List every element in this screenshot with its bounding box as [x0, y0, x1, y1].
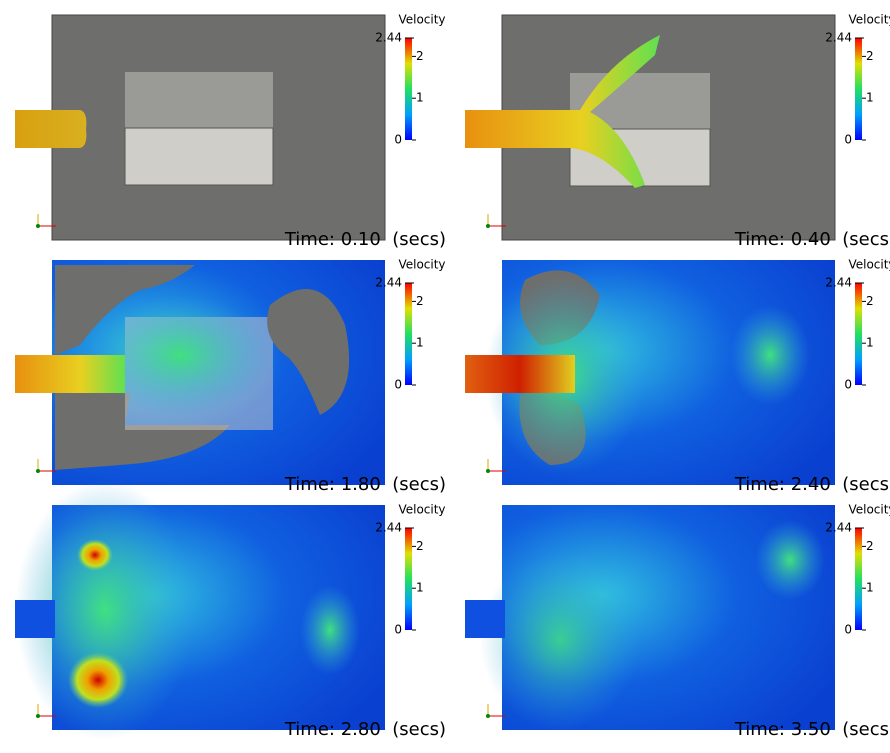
colorbar-tick-label: 0	[394, 133, 402, 147]
inner-box-bottom	[124, 127, 274, 186]
time-label: Time: 2.80 (secs)	[284, 719, 446, 740]
colorbar-title: Velocity	[848, 13, 890, 27]
colorbar-tick-label: 2	[416, 49, 424, 63]
colorbar	[405, 38, 412, 140]
vortex	[68, 652, 128, 708]
axis-triad	[486, 224, 490, 228]
panel: Velocity 2.44 0 1 2 Time: 2.40 (secs)	[465, 258, 890, 495]
colorbar-max-label: 2.44	[825, 276, 852, 290]
colorbar-tick-label: 0	[394, 378, 402, 392]
colorbar-title: Velocity	[398, 13, 445, 27]
colorbar-max-label: 2.44	[375, 31, 402, 45]
colorbar-tick-label: 1	[866, 336, 874, 350]
colorbar-max-label: 2.44	[825, 521, 852, 535]
colorbar-max-label: 2.44	[375, 276, 402, 290]
colorbar-tick-label: 1	[416, 336, 424, 350]
colorbar-tick-label: 2	[866, 294, 874, 308]
panel: Velocity 2.44 0 1 2 Time: 0.10 (secs)	[15, 13, 446, 250]
colorbar-tick-label: 1	[416, 91, 424, 105]
axis-triad	[36, 224, 40, 228]
green-region	[90, 295, 270, 415]
colorbar-tick-label: 2	[866, 539, 874, 553]
panel: Velocity 2.44 0 1 2 Time: 1.80 (secs)	[15, 258, 446, 495]
time-label: Time: 0.40 (secs)	[734, 229, 890, 250]
colorbar-tick-label: 2	[416, 539, 424, 553]
axis-triad	[36, 469, 40, 473]
colorbar	[855, 283, 862, 385]
green-region	[480, 550, 640, 730]
colorbar-tick-label: 2	[416, 294, 424, 308]
green-region	[755, 520, 825, 600]
jet	[465, 35, 660, 188]
air-region	[55, 393, 230, 470]
vortex	[77, 539, 113, 571]
time-label: Time: 1.80 (secs)	[284, 474, 446, 495]
inlet	[15, 600, 55, 638]
colorbar-tick-label: 1	[866, 91, 874, 105]
colorbar-tick-label: 0	[394, 623, 402, 637]
colorbar-tick-label: 1	[866, 581, 874, 595]
colorbar	[405, 528, 412, 630]
colorbar-tick-label: 0	[844, 133, 852, 147]
axis-triad	[486, 714, 490, 718]
jet	[15, 355, 125, 393]
time-label: Time: 0.10 (secs)	[284, 229, 446, 250]
time-label: Time: 2.40 (secs)	[734, 474, 890, 495]
axis-triad	[486, 469, 490, 473]
colorbar-title: Velocity	[398, 258, 445, 272]
colorbar-tick-label: 2	[866, 49, 874, 63]
panel: Velocity 2.44 0 1 2 Time: 0.40 (secs)	[465, 13, 890, 250]
colorbar-tick-label: 0	[844, 623, 852, 637]
air-bubble	[267, 289, 350, 415]
panel: Velocity 2.44 0 1 2 Time: 3.50 (secs)	[465, 503, 890, 740]
axis-triad	[36, 714, 40, 718]
jet	[15, 110, 87, 148]
green-region	[300, 585, 360, 675]
colorbar-max-label: 2.44	[375, 521, 402, 535]
time-label: Time: 3.50 (secs)	[734, 719, 890, 740]
panel: Velocity 2.44 0 1 2 Time: 2.80 (secs)	[15, 480, 446, 740]
colorbar	[855, 38, 862, 140]
colorbar-title: Velocity	[398, 503, 445, 517]
colorbar	[405, 283, 412, 385]
colorbar-title: Velocity	[848, 503, 890, 517]
inlet	[465, 600, 505, 638]
air-region	[55, 265, 195, 355]
jet	[465, 355, 575, 393]
inner-box-top	[125, 72, 273, 128]
colorbar-tick-label: 0	[844, 378, 852, 392]
colorbar-title: Velocity	[848, 258, 890, 272]
colorbar-max-label: 2.44	[825, 31, 852, 45]
colorbar-tick-label: 1	[416, 581, 424, 595]
green-region	[730, 305, 810, 405]
green-region	[15, 480, 195, 740]
colorbar	[855, 528, 862, 630]
